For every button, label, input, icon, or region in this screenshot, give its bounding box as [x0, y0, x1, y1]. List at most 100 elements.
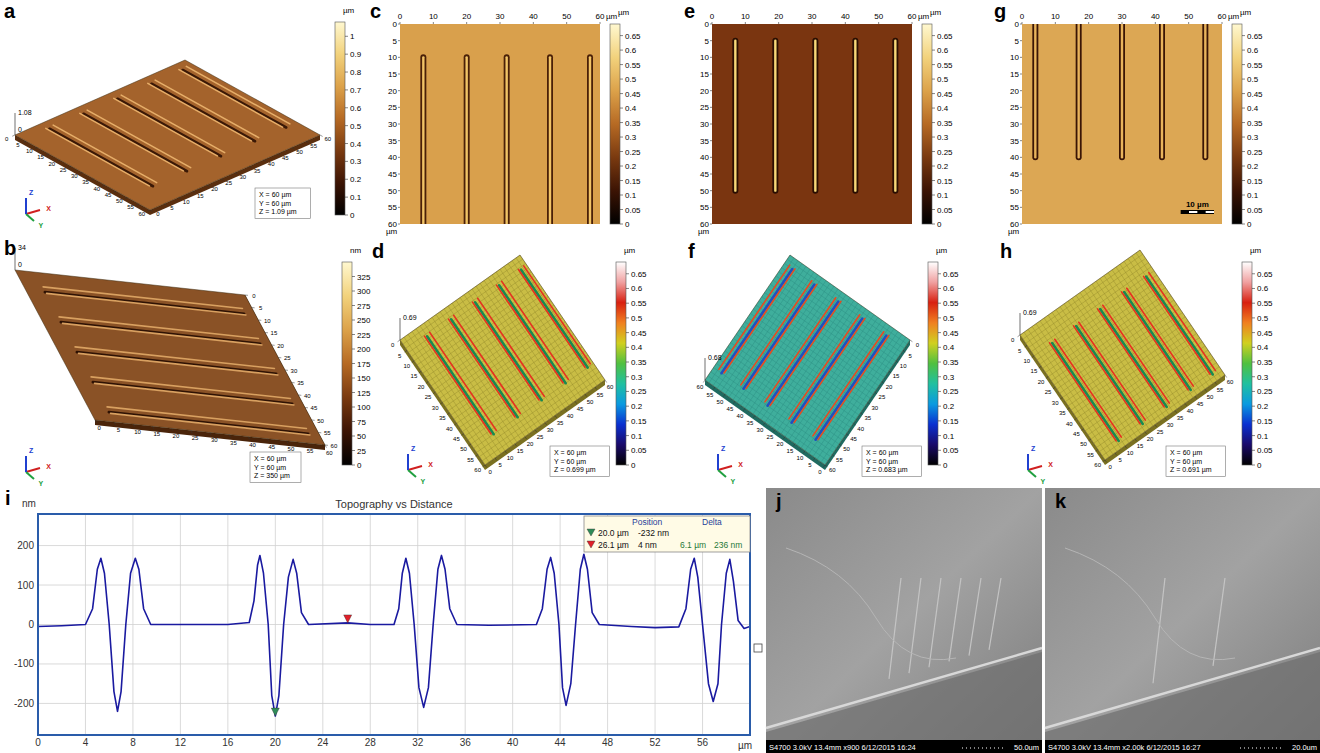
- axis-tick: [555, 415, 557, 417]
- cursor-text: 236 nm: [714, 540, 742, 550]
- cursor-key: [587, 529, 595, 536]
- colorbar-tick-label: 0.15: [937, 177, 953, 186]
- colorbar-tick-label: 0.55: [625, 61, 641, 70]
- colorbar-tick: [620, 50, 623, 51]
- colorbar-tick-label: 0: [350, 211, 355, 220]
- triad-arm: [717, 454, 719, 470]
- y-tick-label: 20: [388, 87, 397, 96]
- axis-tick: [136, 204, 139, 205]
- axis-tick: [846, 434, 848, 436]
- axis-tick-label: 30: [1052, 400, 1059, 406]
- info-text: Z = 0.683 µm: [866, 466, 908, 474]
- ridge: [424, 336, 491, 434]
- y-tick-label: 30: [700, 120, 709, 129]
- axis-tick: [763, 423, 765, 425]
- axis-tick: [298, 395, 301, 396]
- sem-info: S4700 3.0kV 13.4mm x900 6/12/2015 16:24: [769, 743, 916, 752]
- surface: [400, 255, 605, 465]
- mesh: [474, 363, 594, 448]
- info-text: X = 60 µm: [254, 455, 286, 463]
- colorbar-tick-label: 0.4: [350, 140, 362, 149]
- triad-arm: [407, 454, 409, 470]
- axis-tick-label: 25: [60, 167, 67, 173]
- triad-arm: [25, 198, 27, 214]
- topography-image: [712, 24, 912, 224]
- axis-tick: [813, 458, 815, 460]
- x-tick-label: 50: [874, 12, 883, 21]
- colorbar-tick: [352, 334, 355, 335]
- ridge: [186, 66, 290, 124]
- axis-tick-label: 20: [277, 343, 284, 349]
- colorbar-tick: [1252, 303, 1255, 304]
- axis-tick-label: 5: [117, 427, 121, 433]
- colorbar-tick-label: 0.65: [625, 32, 641, 41]
- axis-tick-label: 5: [909, 353, 913, 359]
- axis-tick-label: 15: [37, 154, 44, 160]
- axis-tick-label: 20: [173, 433, 180, 439]
- colorbar-tick: [938, 317, 941, 318]
- axis-tick-label: 40: [446, 426, 453, 432]
- x-tick: [1188, 22, 1189, 24]
- colorbar-tick: [620, 166, 623, 167]
- y-tick: [1020, 140, 1022, 141]
- axis-tick: [889, 371, 891, 373]
- z-axis-label: 0: [18, 126, 22, 133]
- colorbar-tick-label: 0.55: [937, 61, 953, 70]
- x-tick: [433, 22, 434, 24]
- axis-tick: [545, 423, 547, 425]
- y-tick-label: 40: [388, 153, 397, 162]
- colorbar-tick-label: 0.05: [937, 206, 953, 215]
- colorbar-tick-label: 0.6: [350, 104, 362, 113]
- groove: [1119, 24, 1125, 157]
- ridge: [1122, 292, 1189, 390]
- z-axis-label: 0.69: [403, 314, 417, 321]
- axis-tick: [505, 451, 507, 453]
- axis-tick-label: 35: [254, 168, 261, 174]
- axis-tick-label: 30: [240, 174, 247, 180]
- colorbar-tick: [1252, 273, 1255, 274]
- x-tick: [600, 22, 601, 24]
- axis-tick: [1081, 429, 1083, 431]
- colorbar-tick-label: 0.6: [943, 284, 955, 293]
- axis-tick-label: 60: [138, 211, 145, 217]
- axis-tick-label: 25: [1045, 389, 1052, 395]
- colorbar-tick-label: 325: [357, 273, 371, 282]
- sample-side: [766, 652, 1042, 740]
- y-tick-label: 0: [393, 20, 398, 29]
- colorbar-tick: [938, 332, 941, 333]
- axis-tick: [832, 455, 834, 457]
- panel-letter: d: [372, 240, 384, 262]
- surface: [15, 270, 325, 445]
- colorbar-tick-label: 0.6: [937, 46, 949, 55]
- colorbar-tick: [345, 143, 348, 144]
- colorbar-tick: [1242, 180, 1245, 181]
- info-text: Y = 60 µm: [1170, 458, 1202, 466]
- ridge: [148, 83, 252, 141]
- axis-tick-label: 50: [717, 399, 724, 405]
- axis-tick: [312, 420, 315, 421]
- groove: [892, 41, 898, 191]
- colorbar-tick: [345, 89, 348, 90]
- y-tick: [398, 24, 400, 25]
- axis-tick-label: 25: [284, 355, 291, 361]
- axis-tick: [803, 451, 805, 453]
- y-tick: [710, 124, 712, 125]
- ridge: [179, 70, 283, 128]
- axis-tick: [193, 191, 196, 192]
- colorbar-tick-label: 0.65: [1257, 270, 1273, 279]
- ridge: [80, 113, 184, 171]
- groove: [744, 285, 815, 389]
- info-box: [1166, 446, 1226, 477]
- colorbar-tick-label: 100: [357, 403, 371, 412]
- x-tick-label: 20: [1084, 12, 1093, 21]
- colorbar-tick-label: 0.15: [1247, 177, 1263, 186]
- ridge: [75, 347, 274, 369]
- colorbar-tick: [626, 303, 629, 304]
- colorbar-tick: [1252, 288, 1255, 289]
- info-text: Z = 0.699 µm: [554, 466, 596, 474]
- axis-tick-label: 50: [843, 446, 850, 452]
- triad-label: X: [46, 463, 51, 470]
- y-tick: [398, 90, 400, 91]
- x-tick-label: 48: [602, 737, 614, 748]
- groove: [852, 41, 858, 191]
